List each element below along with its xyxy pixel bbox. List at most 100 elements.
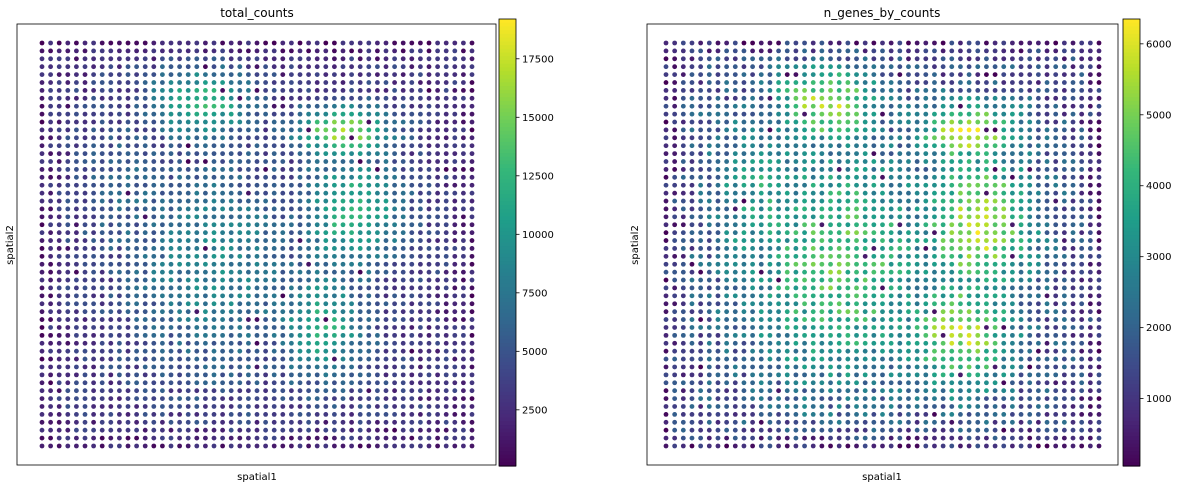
spot	[48, 419, 53, 425]
spot	[400, 198, 406, 204]
spot	[836, 325, 842, 330]
spot	[418, 293, 423, 299]
spot	[698, 190, 704, 196]
spot	[443, 325, 449, 330]
spot	[862, 64, 868, 70]
spot	[185, 80, 191, 85]
spot	[984, 206, 989, 212]
spot	[966, 190, 972, 196]
spot	[271, 88, 277, 93]
spot	[185, 111, 191, 117]
spot	[185, 435, 191, 441]
spot	[400, 443, 406, 449]
spot	[314, 56, 320, 62]
spot	[117, 317, 122, 322]
spot	[1027, 103, 1033, 109]
spot	[194, 277, 200, 283]
spot	[48, 253, 53, 259]
spot	[177, 293, 183, 299]
spot	[1027, 190, 1033, 196]
spot	[306, 119, 311, 125]
spot	[672, 309, 678, 315]
spot	[906, 269, 911, 275]
spot	[888, 206, 894, 212]
spot	[1087, 246, 1093, 251]
spot	[698, 269, 704, 275]
spot	[99, 348, 105, 354]
spot	[958, 182, 963, 188]
spot	[211, 309, 217, 315]
spot	[880, 372, 885, 378]
spot	[802, 356, 807, 362]
spot	[758, 198, 764, 204]
spot	[706, 167, 712, 172]
colorbar-segment	[499, 41, 516, 46]
spot	[802, 95, 807, 101]
spot	[1061, 151, 1067, 157]
spot	[1079, 88, 1085, 93]
spot	[211, 206, 217, 212]
spot	[914, 167, 920, 172]
spot	[975, 182, 981, 188]
spot	[984, 325, 989, 330]
spot	[340, 380, 346, 386]
spot	[289, 174, 294, 180]
spot	[897, 88, 903, 93]
spot	[793, 261, 799, 267]
spot	[392, 198, 397, 204]
spot	[784, 325, 790, 330]
spot	[297, 214, 303, 220]
spot	[177, 64, 183, 70]
spot	[203, 411, 208, 417]
spot	[469, 111, 475, 117]
spot	[117, 190, 122, 196]
spot	[220, 411, 226, 417]
spot	[366, 206, 372, 212]
spot	[906, 372, 911, 378]
spot	[984, 348, 989, 354]
spot	[1044, 88, 1050, 93]
spot	[966, 56, 972, 62]
spot	[400, 411, 406, 417]
spot	[680, 64, 686, 70]
colorbar-segment	[499, 272, 516, 277]
spot	[897, 103, 903, 109]
spot	[39, 443, 45, 449]
spot	[280, 246, 286, 251]
spot	[1061, 332, 1067, 338]
spot	[1096, 285, 1102, 291]
spot	[39, 135, 45, 141]
spot	[134, 404, 140, 409]
spot	[82, 64, 88, 70]
spot	[228, 143, 234, 149]
spot	[1087, 127, 1093, 133]
spot	[810, 182, 816, 188]
spot	[940, 372, 946, 378]
spot	[689, 325, 695, 330]
spot	[452, 40, 458, 46]
spot	[1053, 340, 1059, 346]
spot	[142, 404, 148, 409]
spot	[117, 301, 122, 307]
spot	[1087, 48, 1093, 54]
spot	[1079, 174, 1085, 180]
spot	[254, 56, 260, 62]
spot	[297, 80, 303, 85]
spot	[469, 238, 475, 243]
spot	[48, 167, 53, 172]
spot	[906, 88, 911, 93]
spot	[810, 48, 816, 54]
spot	[992, 95, 998, 101]
spot	[323, 48, 329, 54]
spot	[237, 443, 243, 449]
spot	[1053, 72, 1059, 78]
spot	[168, 182, 174, 188]
spot	[74, 253, 79, 259]
spot	[237, 95, 243, 101]
spot	[237, 404, 243, 409]
spot	[1079, 356, 1085, 362]
spot	[392, 238, 397, 243]
colorbar-segment	[499, 413, 516, 419]
spot	[854, 119, 859, 125]
spot	[194, 135, 200, 141]
